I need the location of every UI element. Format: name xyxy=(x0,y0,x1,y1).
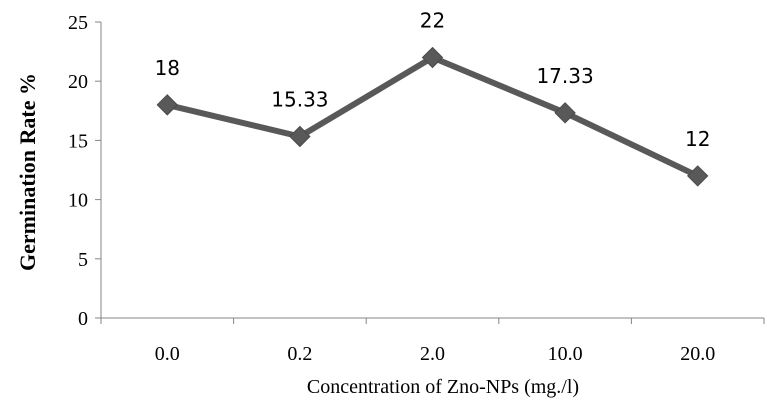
x-tick-label: 10.0 xyxy=(548,343,583,365)
data-point-marker xyxy=(289,125,311,148)
data-point-marker xyxy=(554,102,576,124)
y-tick-label: 0 xyxy=(78,308,88,330)
y-tick-label: 25 xyxy=(68,12,88,34)
x-axis-ticks: 0.0 0.2 2.0 10.0 20.0 xyxy=(100,318,765,365)
x-axis-title: Concentration of Zno-NPs (mg./l) xyxy=(307,376,579,398)
data-label: 17.33 xyxy=(536,64,593,88)
y-tick-label: 5 xyxy=(78,249,88,271)
data-label: 22 xyxy=(420,9,445,33)
y-tick-label: 10 xyxy=(68,190,88,212)
data-point-marker xyxy=(421,46,444,69)
data-point-marker xyxy=(686,165,709,187)
y-axis-title: Germination Rate % xyxy=(15,73,40,271)
x-tick-label: 20.0 xyxy=(680,343,715,365)
x-tick-label: 2.0 xyxy=(420,343,445,365)
x-tick-label: 0.2 xyxy=(287,343,312,365)
series-line xyxy=(166,54,699,179)
data-label: 18 xyxy=(155,56,180,80)
chart-series xyxy=(156,46,709,187)
data-point-marker xyxy=(156,94,179,116)
data-label: 12 xyxy=(685,127,710,151)
data-labels: 18 15.33 22 17.33 12 xyxy=(155,9,711,151)
data-label: 15.33 xyxy=(271,87,328,111)
chart-axes xyxy=(100,22,764,319)
y-tick-label: 20 xyxy=(68,71,88,93)
y-tick-label: 15 xyxy=(68,130,88,152)
x-tick-label: 0.0 xyxy=(155,343,180,365)
y-axis-ticks: 0 5 10 15 20 25 xyxy=(68,12,101,330)
